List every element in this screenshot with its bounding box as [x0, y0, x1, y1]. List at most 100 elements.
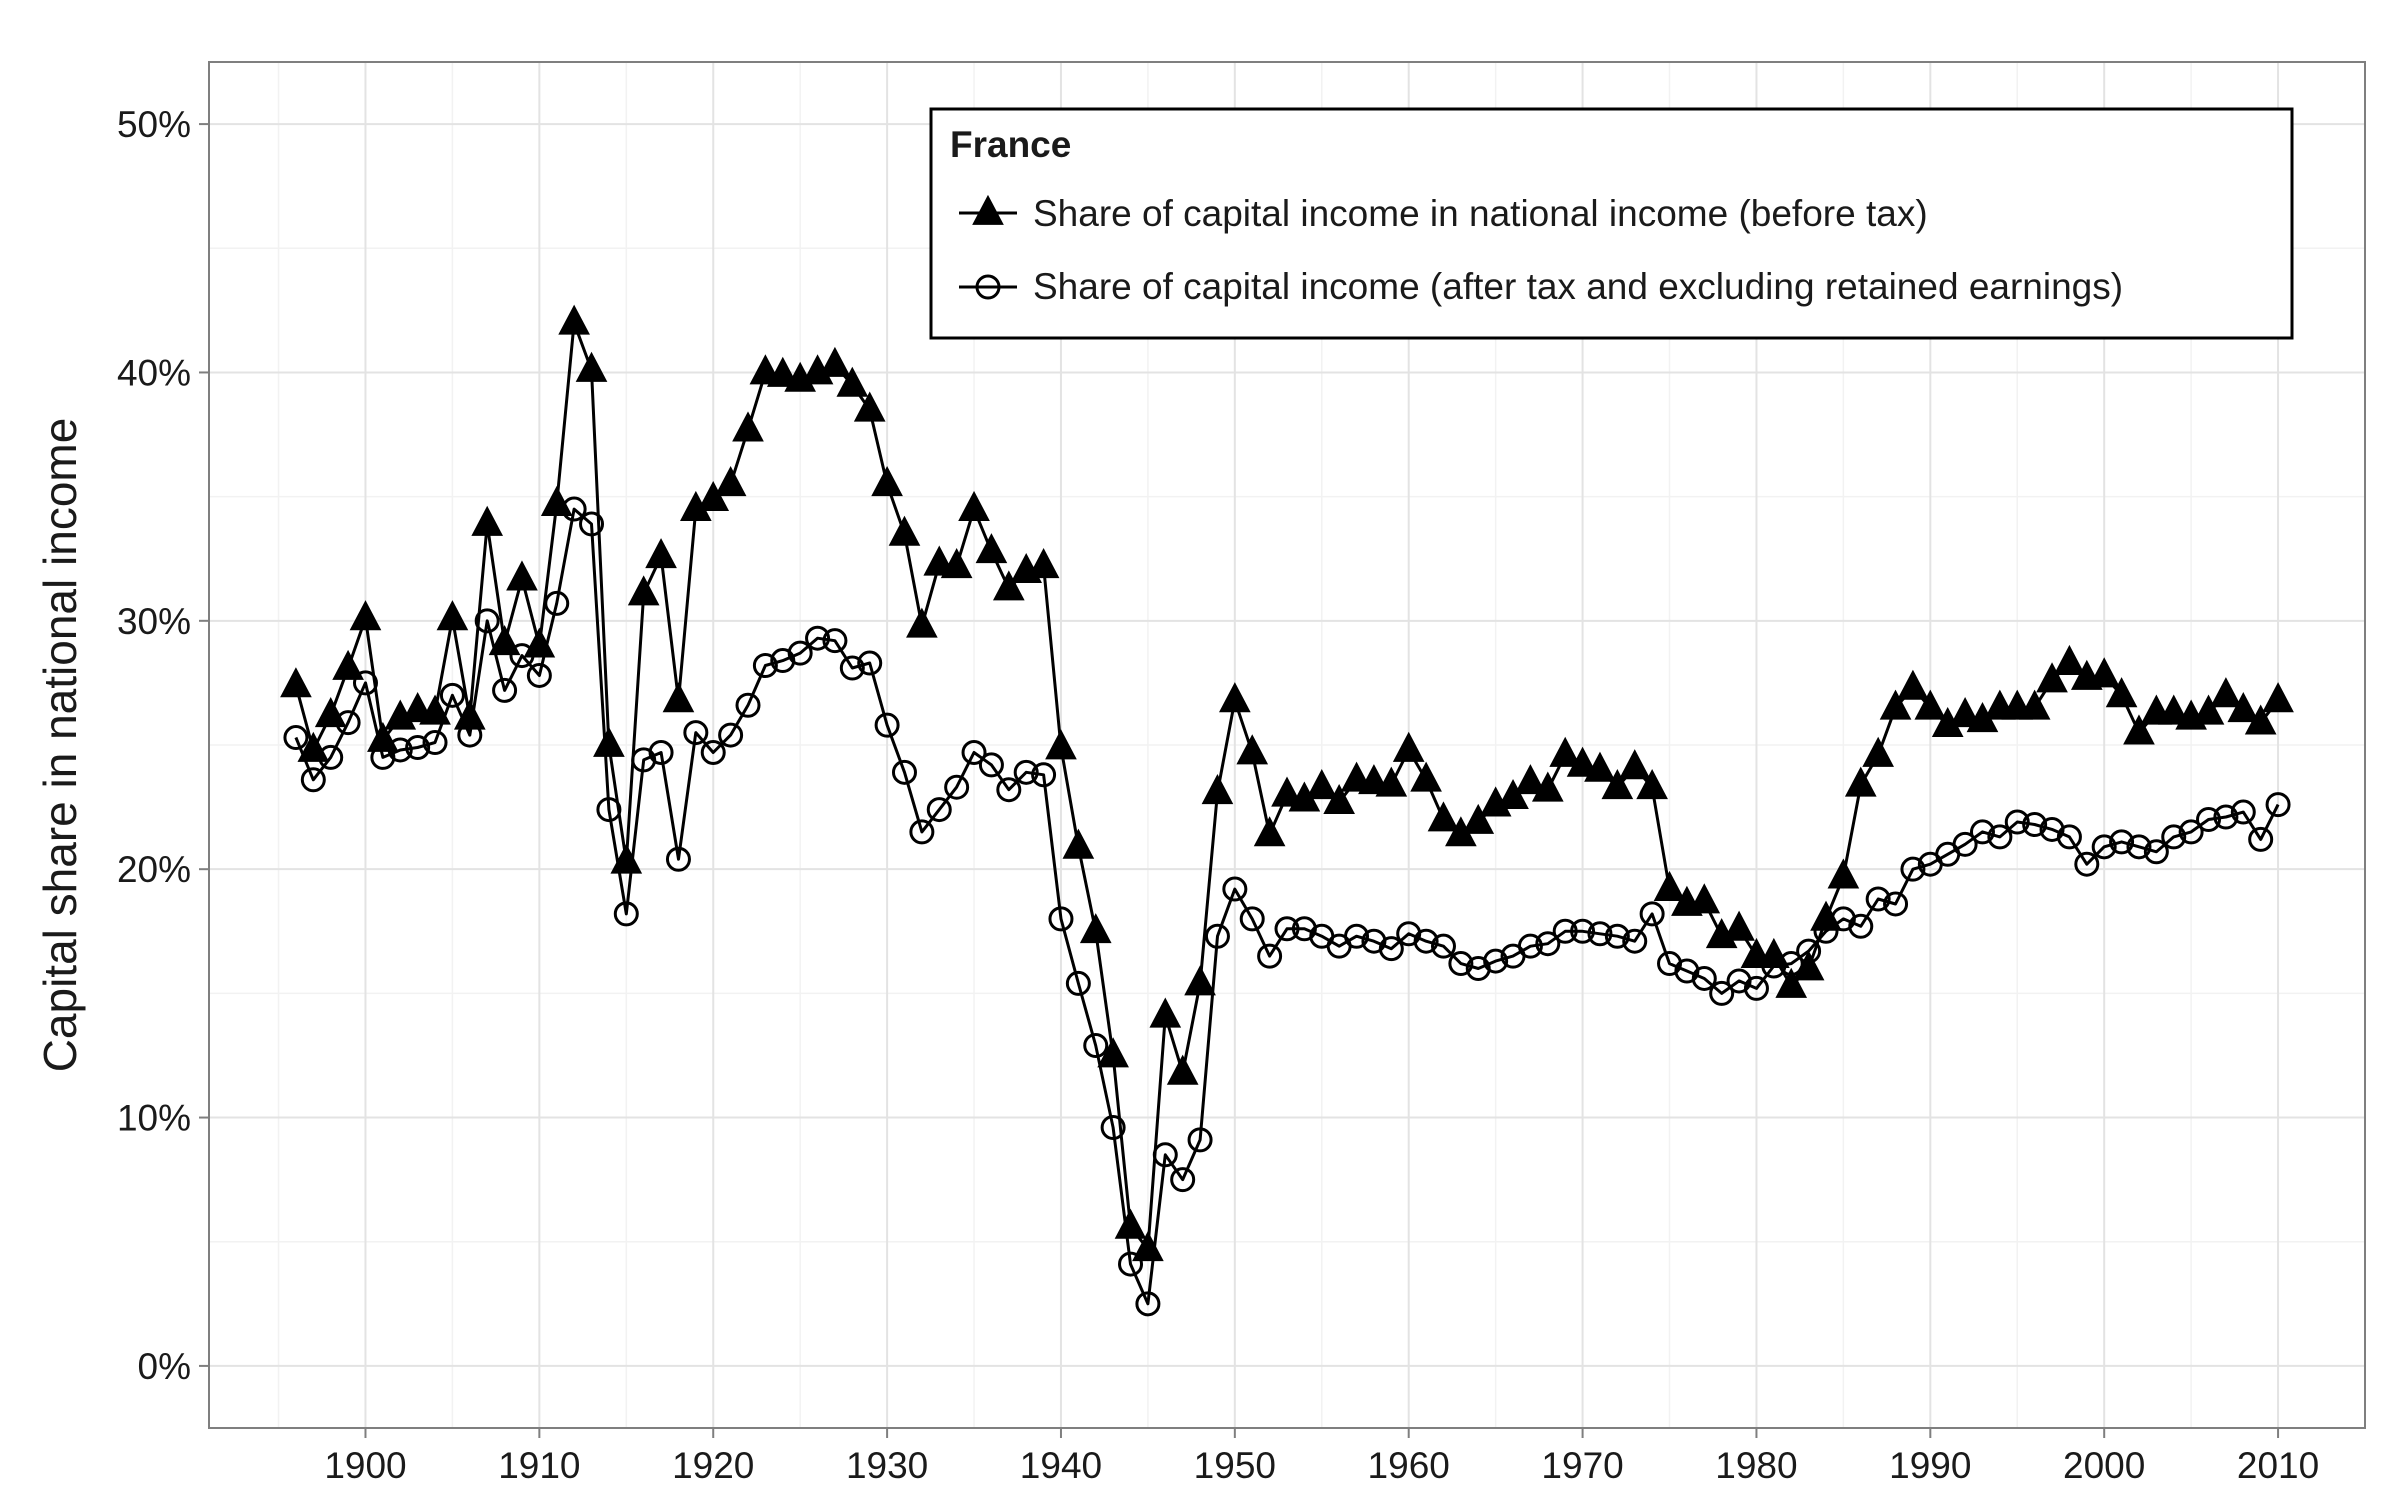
data-point-before-tax	[1097, 1037, 1129, 1068]
data-point-after-tax	[1865, 886, 1891, 912]
data-point-after-tax	[2178, 819, 2204, 845]
data-point-before-tax	[1549, 736, 1582, 767]
data-point-before-tax	[453, 699, 486, 730]
series-markers	[280, 304, 2294, 1317]
data-point-after-tax	[1639, 901, 1665, 927]
x-tick-label: 1930	[846, 1445, 928, 1486]
data-point-after-tax	[2143, 839, 2169, 865]
y-tick-label: 0%	[138, 1346, 191, 1387]
data-point-after-tax	[1709, 980, 1735, 1006]
data-point-after-tax	[1170, 1167, 1196, 1193]
data-point-after-tax	[805, 625, 831, 651]
data-point-before-tax	[297, 731, 330, 762]
data-point-after-tax	[1204, 923, 1230, 949]
data-point-before-tax	[992, 570, 1025, 601]
y-tick-label: 30%	[117, 601, 191, 642]
data-point-before-tax	[1810, 900, 1842, 931]
data-point-after-tax	[579, 511, 605, 537]
data-point-before-tax	[1149, 997, 1182, 1028]
data-point-after-tax	[2213, 804, 2239, 830]
x-tick-label: 1920	[672, 1445, 754, 1486]
data-point-after-tax	[735, 692, 761, 718]
data-point-after-tax	[857, 650, 883, 676]
data-point-after-tax	[2230, 799, 2256, 825]
data-point-before-tax	[1601, 769, 1634, 800]
data-point-after-tax	[978, 752, 1004, 778]
data-point-before-tax	[1427, 801, 1460, 832]
data-point-after-tax	[1691, 965, 1717, 991]
x-tick-label: 2000	[2063, 1445, 2145, 1486]
data-point-after-tax	[1257, 943, 1283, 969]
data-point-after-tax	[1517, 933, 1543, 959]
data-point-before-tax	[610, 843, 643, 874]
x-axis: 1900 1910 1920 1930 1940 1950 1960 1970 1980 1990…	[324, 1428, 2319, 1486]
data-point-before-tax	[1497, 778, 1529, 810]
data-point-before-tax	[1758, 937, 1790, 969]
data-point-before-tax	[1201, 774, 1234, 805]
x-tick-label: 1900	[324, 1445, 406, 1486]
data-point-before-tax	[888, 515, 921, 546]
x-tick-label: 1980	[1715, 1445, 1797, 1486]
data-point-after-tax	[439, 682, 465, 708]
data-point-before-tax	[645, 538, 677, 569]
data-point-before-tax	[853, 391, 886, 422]
data-point-after-tax	[1604, 923, 1630, 949]
data-point-before-tax	[332, 649, 364, 680]
data-point-after-tax	[1239, 906, 1265, 932]
data-point-before-tax	[819, 346, 851, 377]
data-point-before-tax	[766, 356, 799, 387]
data-point-after-tax	[405, 734, 431, 760]
series-line-after-tax	[294, 507, 2280, 1306]
data-point-after-tax	[2056, 824, 2082, 850]
data-point-before-tax	[1045, 729, 1077, 760]
data-point-before-tax	[1897, 669, 1929, 700]
data-point-before-tax	[1392, 731, 1425, 762]
legend-key-triangle	[959, 194, 1017, 225]
data-point-after-tax	[2196, 807, 2222, 833]
data-point-before-tax	[2123, 714, 2155, 745]
data-point-after-tax	[613, 901, 639, 927]
x-tick-label: 2010	[2237, 1445, 2319, 1486]
data-point-after-tax	[2004, 809, 2030, 835]
data-point-before-tax	[575, 351, 608, 382]
data-point-before-tax	[2244, 704, 2277, 735]
data-point-before-tax	[1219, 682, 1251, 713]
data-point-before-tax	[1514, 764, 1547, 795]
data-point-after-tax	[1743, 975, 1769, 1001]
data-point-before-tax	[1236, 734, 1269, 765]
data-point-before-tax	[940, 548, 973, 579]
data-point-after-tax	[2248, 826, 2274, 852]
data-point-after-tax	[2126, 834, 2152, 860]
x-tick-label: 1940	[1020, 1445, 1102, 1486]
data-point-after-tax	[909, 819, 935, 845]
data-point-before-tax	[1584, 751, 1616, 782]
plot-border	[208, 61, 2366, 1429]
data-point-after-tax	[1848, 913, 1874, 939]
data-point-before-tax	[349, 600, 382, 631]
data-point-before-tax	[419, 694, 451, 725]
data-point-after-tax	[1952, 831, 1978, 857]
data-point-before-tax	[1271, 776, 1303, 807]
data-point-before-tax	[2262, 682, 2294, 713]
data-point-after-tax	[1048, 906, 1074, 932]
data-point-after-tax	[648, 739, 674, 765]
data-point-before-tax	[871, 466, 903, 497]
data-point-after-tax	[926, 797, 952, 823]
data-point-after-tax	[1587, 921, 1613, 947]
data-point-after-tax	[1135, 1291, 1161, 1317]
data-point-after-tax	[1430, 933, 1456, 959]
data-point-before-tax	[2227, 692, 2260, 723]
legend-key-circle	[959, 274, 1017, 300]
data-point-after-tax	[492, 677, 518, 703]
data-point-before-tax	[1166, 1054, 1199, 1085]
data-point-after-tax	[665, 846, 691, 872]
y-tick-label: 40%	[117, 352, 191, 393]
data-point-after-tax	[2161, 824, 2187, 850]
data-point-after-tax	[1013, 759, 1039, 785]
data-point-before-tax	[1323, 783, 1355, 815]
data-point-before-tax	[314, 697, 347, 728]
data-point-after-tax	[422, 730, 448, 756]
data-point-before-tax	[2210, 677, 2242, 708]
data-point-after-tax	[2091, 834, 2117, 860]
data-point-after-tax	[752, 653, 778, 679]
